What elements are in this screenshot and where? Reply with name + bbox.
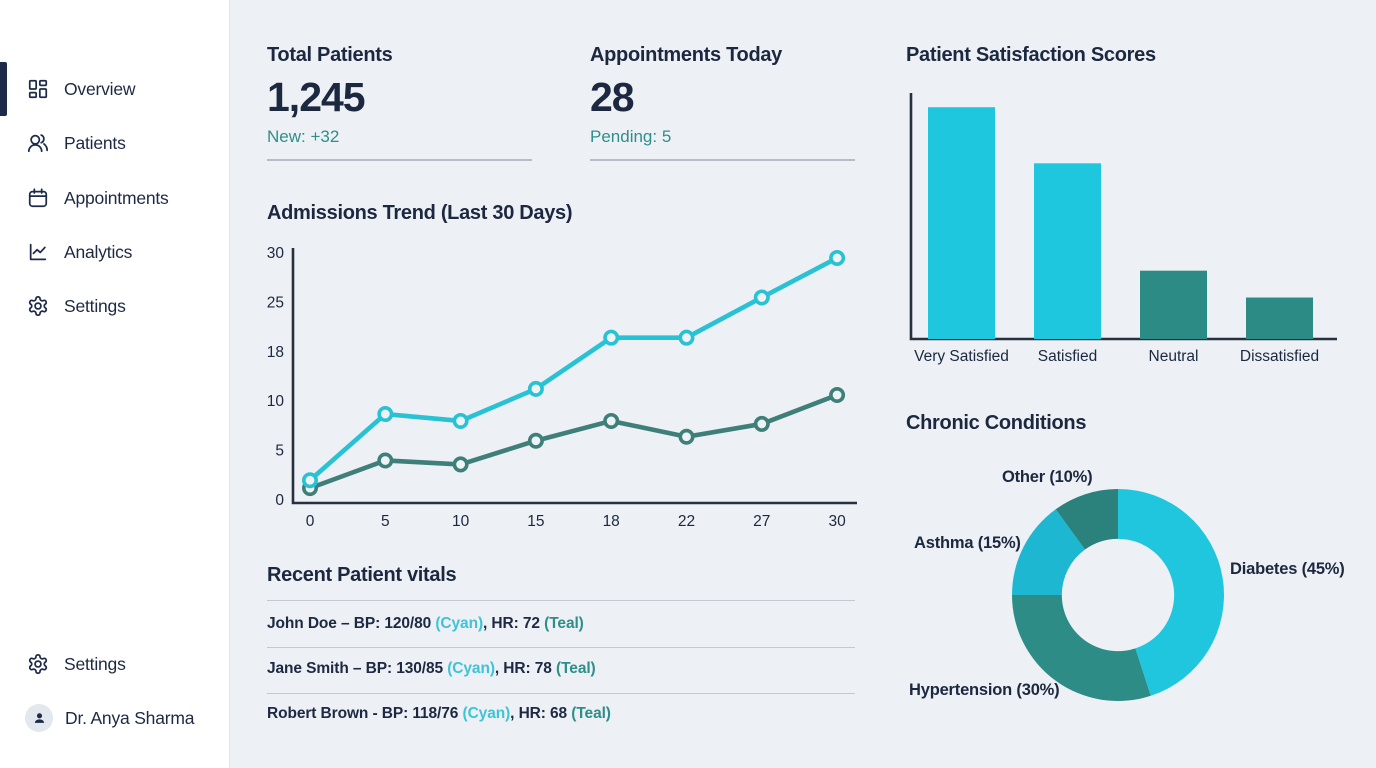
stat-appointments-title: Appointments Today [590, 44, 783, 66]
svg-text:30: 30 [828, 513, 846, 530]
sidebar-item-analytics[interactable]: Analytics [0, 225, 230, 279]
gear-icon [27, 653, 49, 675]
dashboard-icon [27, 78, 49, 100]
vitals-divider [267, 693, 855, 694]
svg-text:10: 10 [267, 393, 285, 410]
svg-text:18: 18 [603, 513, 620, 530]
admissions-trend-title: Admissions Trend (Last 30 Days) [267, 202, 573, 224]
svg-text:5: 5 [275, 443, 284, 460]
satisfaction-scores-title: Patient Satisfaction Scores [906, 44, 1156, 66]
svg-text:Dissatisfied: Dissatisfied [1240, 348, 1319, 365]
recent-vitals-title: Recent Patient vitals [267, 564, 457, 586]
chronic-conditions-donut-chart [1012, 489, 1224, 701]
sidebar-item-settings[interactable]: Settings [0, 279, 230, 333]
active-indicator [0, 62, 7, 116]
svg-text:27: 27 [753, 513, 770, 530]
donut-label-asthma: Asthma (15%) [914, 534, 1021, 552]
svg-text:0: 0 [275, 492, 284, 509]
sidebar: Overview Patients Appointments Analytics [0, 0, 230, 768]
stat-total-patients-sub: New: +32 [267, 127, 340, 146]
vital-text: , HR: 68 [510, 705, 572, 722]
chronic-conditions-title: Chronic Conditions [906, 412, 1087, 434]
user-avatar [25, 704, 53, 732]
vital-row-john-doe[interactable]: John Doe – BP: 120/80 (Cyan), HR: 72 (Te… [267, 615, 584, 633]
sidebar-item-label: Appointments [64, 187, 169, 208]
analytics-icon [27, 241, 49, 263]
user-profile[interactable]: Dr. Anya Sharma [0, 696, 230, 740]
gear-icon [27, 295, 49, 317]
sidebar-item-label: Patients [64, 132, 126, 153]
sidebar-item-label: Analytics [64, 241, 133, 262]
donut-label-other: Other (10%) [1002, 468, 1093, 486]
vital-teal-tag: (Teal) [556, 660, 596, 677]
svg-text:Very Satisfied: Very Satisfied [914, 348, 1009, 365]
sidebar-item-appointments[interactable]: Appointments [0, 171, 230, 225]
svg-text:15: 15 [527, 513, 544, 530]
vital-text: Robert Brown - BP: 118/76 [267, 705, 463, 722]
stat-appointments-sub: Pending: 5 [590, 127, 672, 146]
stat-total-patients-title: Total Patients [267, 44, 393, 66]
sidebar-footer-settings[interactable]: Settings [0, 642, 230, 686]
stat-appointments-value: 28 [590, 74, 635, 120]
donut-label-hypertension: Hypertension (30%) [909, 681, 1060, 699]
svg-text:18: 18 [267, 344, 284, 361]
patients-icon [27, 132, 49, 154]
vital-teal-tag: (Teal) [544, 615, 584, 632]
svg-text:25: 25 [267, 294, 284, 311]
sidebar-footer-settings-label: Settings [64, 653, 126, 674]
vital-teal-tag: (Teal) [571, 705, 611, 722]
sidebar-item-overview[interactable]: Overview [0, 62, 230, 116]
svg-text:10: 10 [452, 513, 470, 530]
svg-text:5: 5 [381, 513, 390, 530]
vital-text: Jane Smith – BP: 130/85 [267, 660, 448, 677]
stat-divider [267, 159, 532, 161]
user-profile-name: Dr. Anya Sharma [65, 707, 195, 728]
svg-text:Satisfied: Satisfied [1038, 348, 1097, 365]
vital-cyan-tag: (Cyan) [435, 615, 484, 632]
vital-text: John Doe – BP: 120/80 [267, 615, 436, 632]
stat-divider [590, 159, 855, 161]
donut-label-diabetes: Diabetes (45%) [1230, 560, 1345, 578]
vitals-divider [267, 647, 855, 648]
vital-text: , HR: 72 [483, 615, 545, 632]
person-icon [34, 712, 44, 723]
svg-text:22: 22 [678, 513, 695, 530]
satisfaction-bar-chart: Very Satisfied Satisfied Neutral Dissatisfi… [909, 93, 1337, 365]
sidebar-item-label: Overview [64, 78, 136, 99]
sidebar-item-patients[interactable]: Patients [0, 116, 230, 170]
vital-cyan-tag: (Cyan) [447, 660, 495, 677]
vital-cyan-tag: (Cyan) [462, 705, 511, 722]
vitals-divider [267, 600, 855, 601]
admissions-trend-line-chart: 0 5 10 18 25 30 0 5 10 15 18 22 27 30 [267, 245, 857, 530]
vital-row-robert-brown[interactable]: Robert Brown - BP: 118/76 (Cyan), HR: 68… [267, 705, 611, 723]
vital-text: , HR: 78 [494, 660, 557, 677]
svg-text:0: 0 [306, 513, 315, 530]
stat-total-patients-value: 1,245 [267, 74, 366, 120]
calendar-icon [27, 187, 49, 209]
sidebar-item-label: Settings [64, 295, 126, 316]
vital-row-jane-smith[interactable]: Jane Smith – BP: 130/85 (Cyan), HR: 78 (… [267, 660, 596, 678]
svg-text:30: 30 [267, 245, 285, 262]
svg-text:Neutral: Neutral [1149, 348, 1199, 365]
